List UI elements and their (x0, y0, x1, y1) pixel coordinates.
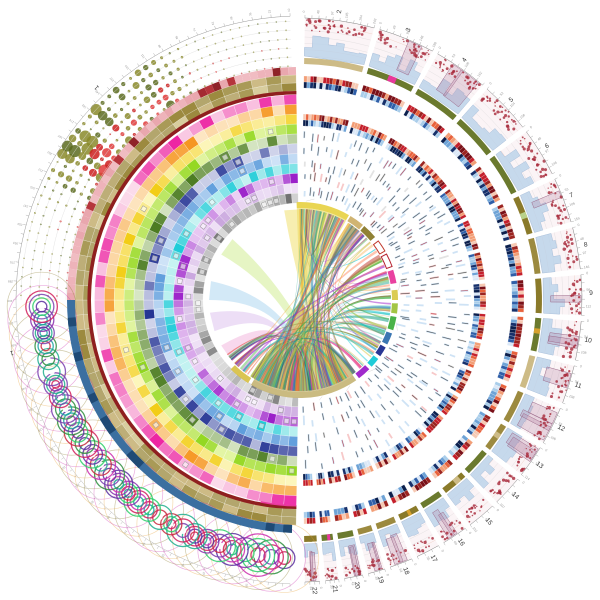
svg-text:48: 48 (316, 10, 320, 14)
svg-text:22: 22 (311, 587, 318, 595)
svg-text:9: 9 (589, 290, 593, 297)
svg-text:175: 175 (8, 321, 14, 325)
svg-text:10: 10 (287, 8, 291, 12)
svg-text:166: 166 (10, 343, 16, 348)
svg-text:10: 10 (584, 337, 593, 345)
svg-text:21: 21 (331, 585, 339, 593)
svg-text:97: 97 (582, 251, 586, 256)
svg-text:146: 146 (584, 265, 590, 270)
svg-text:112: 112 (586, 304, 592, 308)
svg-text:275: 275 (9, 260, 15, 265)
svg-text:288: 288 (8, 279, 14, 283)
svg-text:97: 97 (330, 11, 334, 15)
svg-text:0: 0 (302, 10, 306, 12)
